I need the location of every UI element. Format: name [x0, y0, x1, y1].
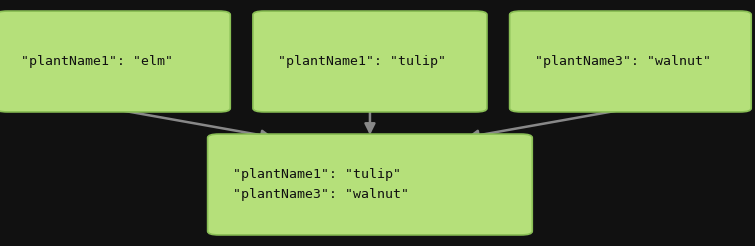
Text: "plantName1": "tulip": "plantName1": "tulip": [278, 55, 446, 68]
Text: "plantName1": "tulip"
"plantName3": "walnut": "plantName1": "tulip" "plantName3": "wal…: [233, 168, 408, 201]
Text: "plantName3": "walnut": "plantName3": "walnut": [535, 55, 710, 68]
FancyBboxPatch shape: [253, 11, 487, 112]
Text: "plantName1": "elm": "plantName1": "elm": [21, 55, 173, 68]
FancyBboxPatch shape: [510, 11, 751, 112]
FancyBboxPatch shape: [0, 11, 230, 112]
FancyBboxPatch shape: [208, 134, 532, 235]
